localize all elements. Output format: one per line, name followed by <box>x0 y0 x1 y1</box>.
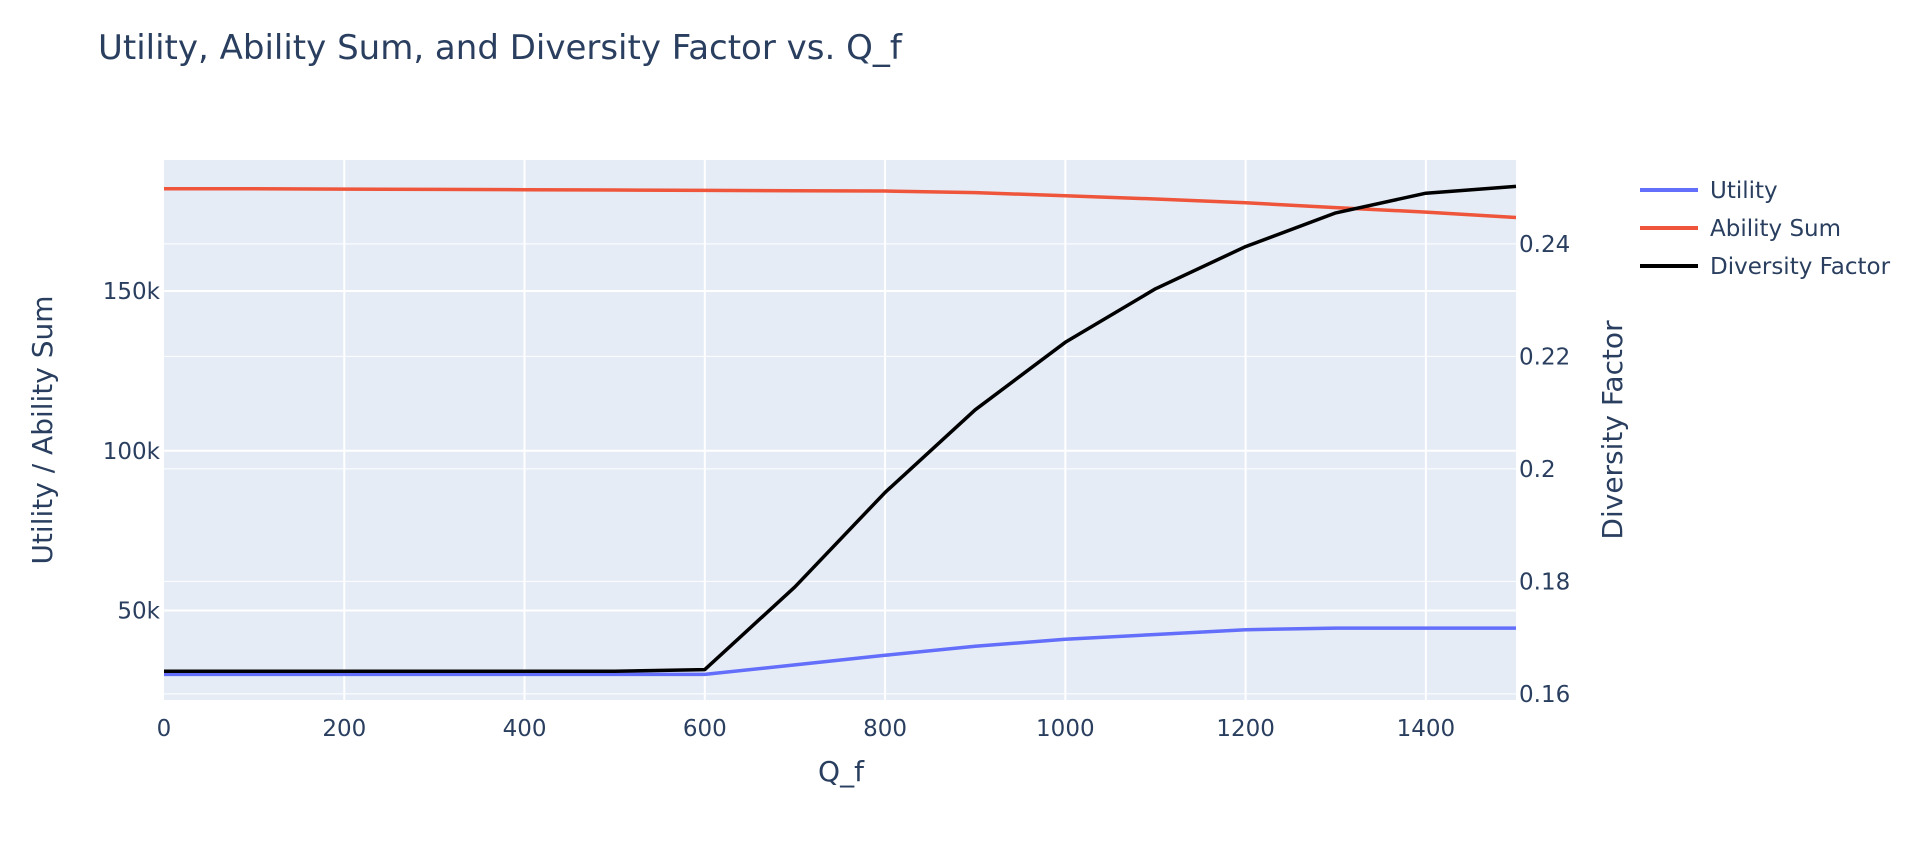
x-tick-label: 400 <box>503 716 547 742</box>
y-axis-title: Utility / Ability Sum <box>26 295 59 564</box>
x-tick-label: 1000 <box>1036 716 1095 742</box>
y-tick-label: 150k <box>103 279 161 305</box>
legend-item-ability-sum: Ability Sum <box>1710 216 1841 242</box>
y2-tick-labels: 0.16 0.18 0.2 0.22 0.24 <box>1519 232 1570 708</box>
x-tick-label: 0 <box>157 716 172 742</box>
y2-tick-label: 0.24 <box>1519 232 1570 258</box>
y-grid <box>164 290 1516 612</box>
y2-grid <box>164 243 1516 695</box>
legend-item-utility: Utility <box>1710 178 1778 204</box>
y-tick-label: 50k <box>117 599 160 625</box>
y2-tick-label: 0.22 <box>1519 344 1570 370</box>
series-line-ability-sum <box>164 187 1517 220</box>
x-tick-label: 800 <box>863 716 907 742</box>
series-line-utility <box>164 626 1516 677</box>
legend-item-diversity-factor: Diversity Factor <box>1710 254 1891 280</box>
x-tick-label: 600 <box>683 716 727 742</box>
series-layer <box>164 184 1517 677</box>
x-tick-label: 1400 <box>1397 716 1456 742</box>
x-axis-title: Q_f <box>818 755 865 788</box>
x-tick-label: 1200 <box>1216 716 1275 742</box>
x-tick-label: 200 <box>322 716 366 742</box>
legend: Utility Ability Sum Diversity Factor <box>1640 178 1891 280</box>
series-line-diversity-factor <box>164 184 1517 674</box>
y-tick-labels: 50k 100k 150k <box>103 279 161 625</box>
chart-title: Utility, Ability Sum, and Diversity Fact… <box>98 28 903 68</box>
plot-background <box>164 160 1516 700</box>
x-tick-labels: 0 200 400 600 800 1000 1200 1400 <box>157 716 1455 742</box>
y2-tick-label: 0.16 <box>1519 682 1570 708</box>
y2-tick-label: 0.18 <box>1519 569 1570 595</box>
y-tick-label: 100k <box>103 439 161 465</box>
y2-axis-title: Diversity Factor <box>1596 320 1629 540</box>
y2-tick-label: 0.2 <box>1519 457 1556 483</box>
